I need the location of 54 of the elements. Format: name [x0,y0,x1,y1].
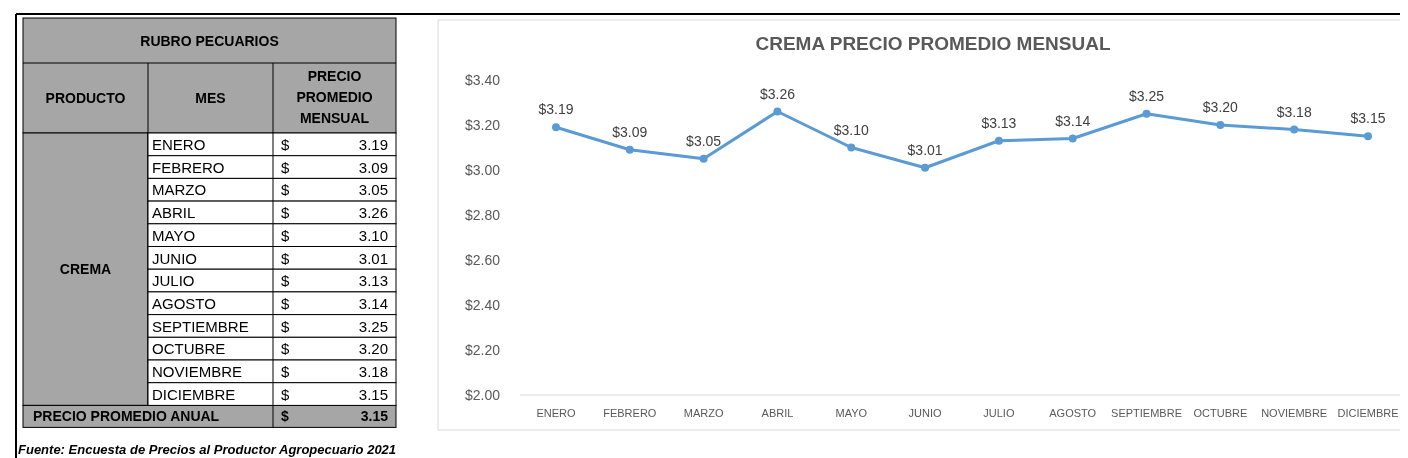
y-tick-label: $2.80 [464,207,501,223]
data-label: $3.20 [1202,99,1239,115]
x-tick-label: JUNIO [908,407,943,419]
y-tick-label: $2.00 [464,387,501,403]
data-label: $3.26 [759,85,796,102]
point [773,107,782,116]
point [1290,125,1299,134]
text: PRECIO PROMEDIO ANUAL [33,408,220,425]
point [552,123,560,132]
x-tick-label: DICIEMBRE [1337,407,1399,419]
y-tick-label: $2.40 [464,297,501,313]
x-tick-label: SEPTIEMBRE [1111,407,1182,419]
point [1068,134,1077,143]
x-tick-label: FEBRERO [603,407,657,419]
text: MES [195,90,226,106]
point [847,143,856,152]
x-tick-label: JULIO [983,407,1015,419]
data-label: $3.19 [538,101,574,118]
point [1142,109,1151,118]
text: 3.15 [360,408,389,425]
data-label: $3.05 [686,132,722,149]
point [921,163,930,172]
text: CREMA [59,261,112,278]
point [1364,132,1372,141]
x-tick-label: MAYO [835,407,868,419]
data-label: $3.09 [612,123,648,140]
data-label: $3.01 [907,141,943,158]
x-tick-label: OCTUBRE [1193,407,1248,419]
text: PRODUCTO [45,90,126,106]
text: $ [281,408,289,425]
y-tick-label: $2.20 [464,342,501,358]
data-label: $3.13 [981,114,1017,131]
x-tick-label: ABRIL [761,407,794,419]
data-label: $3.14 [1055,112,1091,129]
x-tick-label: AGOSTO [1049,407,1097,419]
x-tick-label: MARZO [683,407,724,419]
x-tick-label: ENERO [536,407,576,419]
point [625,145,634,154]
x-tick-label: NOVIEMBRE [1261,407,1328,419]
data-label: $3.25 [1129,87,1165,104]
text: RUBRO PECUARIOS [140,33,279,49]
y-tick-label: $3.00 [464,162,501,178]
data-label: $3.10 [833,121,869,138]
y-tick-label: $2.60 [464,252,501,268]
point [1216,121,1225,129]
data-label: $3.18 [1276,103,1312,120]
point [994,136,1003,145]
chart-title: CREMA PRECIO PROMEDIO MENSUAL [755,33,1111,54]
source-note: Fuente: Encuesta de Precios al Productor Agropecuario 2021 [18,442,397,457]
data-label: $3.15 [1350,110,1386,127]
y-tick-label: $3.40 [464,72,501,88]
point [699,154,708,163]
y-tick-label: $3.20 [464,117,501,133]
text: PRECIO PROMEDIO MENSUAL [296,68,373,126]
